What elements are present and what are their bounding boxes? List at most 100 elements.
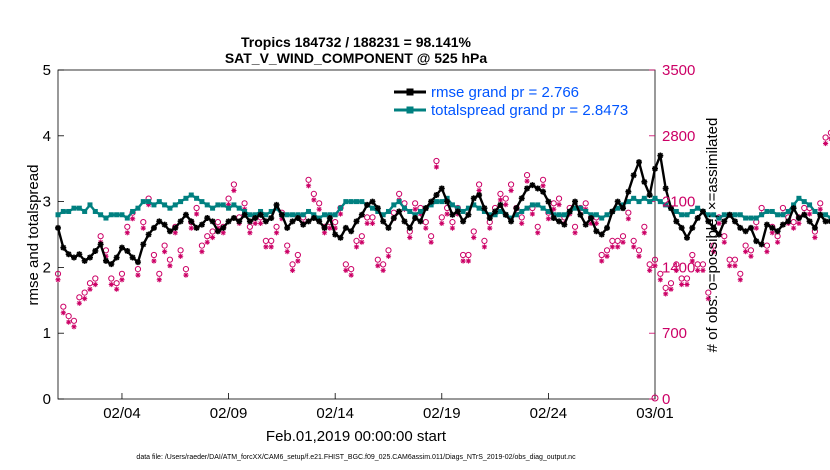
obs-assimilated-point <box>289 267 296 273</box>
rmse-point <box>161 221 168 228</box>
rmse-point <box>657 152 664 159</box>
obs-possible-point <box>289 261 296 268</box>
obs-possible-point <box>353 237 360 244</box>
y-right-tick-label: 700 <box>662 325 687 342</box>
totalspread-series <box>55 192 830 221</box>
y-right-axis-label: # of obs: o=possible; ×=assimilated <box>704 118 721 353</box>
rmse-point <box>476 192 483 199</box>
rmse-point <box>225 218 232 225</box>
rmse-point <box>70 254 77 261</box>
obs-assimilated-point <box>572 230 578 236</box>
obs-assimilated-point <box>385 253 392 259</box>
rmse-point <box>214 228 221 235</box>
rmse-point <box>342 224 349 231</box>
obs-possible-point <box>651 256 659 263</box>
obs-possible-point <box>150 251 158 259</box>
rmse-point <box>721 218 728 225</box>
obs-assimilated-point <box>471 234 477 241</box>
rmse-point <box>321 224 328 231</box>
totalspread-point <box>732 212 738 218</box>
obs-assimilated-point <box>252 220 258 226</box>
totalspread-point <box>338 205 344 211</box>
obs-possible-point <box>822 134 829 141</box>
totalspread-point <box>295 212 301 218</box>
totalspread-point <box>556 212 562 218</box>
obs-assimilated-point <box>172 230 178 236</box>
y-right-tick-labels: 0 700 1400 2100 2800 3500 <box>662 62 695 408</box>
totalspread-point <box>258 208 264 214</box>
totalspread-point <box>823 212 829 218</box>
totalspread-point <box>348 199 354 205</box>
rmse-point <box>76 251 83 258</box>
rmse-point <box>508 218 515 225</box>
obs-assimilated-point <box>433 164 440 170</box>
rmse-point <box>801 211 808 218</box>
rmse-point <box>417 218 424 225</box>
obs-possible-point <box>438 214 445 221</box>
totalspread-point <box>66 208 72 214</box>
rmse-point <box>625 188 632 195</box>
totalspread-point <box>354 199 359 205</box>
obs-possible-point <box>689 251 696 259</box>
totalspread-point <box>146 199 152 205</box>
obs-possible-point <box>646 261 653 268</box>
totalspread-point <box>455 205 461 211</box>
rmse-point <box>310 215 317 222</box>
rmse-point <box>433 192 440 199</box>
totalspread-point <box>599 215 605 221</box>
rmse-point <box>268 215 275 222</box>
rmse-point <box>278 211 285 218</box>
obs-assimilated-point <box>673 267 679 273</box>
rmse-point <box>358 211 365 218</box>
obs-possible-point <box>678 275 685 282</box>
totalspread-point <box>82 208 88 214</box>
obs-assimilated-point <box>503 202 509 208</box>
totalspread-point <box>385 208 391 214</box>
rmse-point <box>566 208 573 215</box>
obs-assimilated-point <box>114 286 120 292</box>
rmse-point <box>678 224 685 231</box>
totalspread-point <box>268 208 274 214</box>
obs-possible-point <box>699 261 707 268</box>
totalspread-point <box>476 205 482 211</box>
obs-possible-point <box>81 289 88 296</box>
totalspread-point <box>156 199 162 205</box>
obs-assimilated-point <box>652 263 658 269</box>
totalspread-point <box>673 208 679 214</box>
obs-assimilated-point <box>188 225 194 231</box>
y-right-tick-label: 2100 <box>662 194 695 211</box>
rmse-point <box>316 218 323 225</box>
totalspread-point <box>300 212 306 218</box>
obs-assimilated-point <box>156 277 162 283</box>
totalspread-point <box>274 205 280 211</box>
obs-possible-point <box>465 251 472 259</box>
obs-possible-point <box>113 280 120 287</box>
rmse-point <box>737 224 744 231</box>
x-tick-labels: 02/04 02/09 02/14 02/19 02/24 03/01 <box>103 405 674 422</box>
totalspread-point <box>199 199 205 205</box>
rmse-point <box>588 215 595 222</box>
obs-assimilated-point <box>748 253 754 259</box>
totalspread-point <box>737 212 743 218</box>
rmse-point <box>273 201 280 208</box>
obs-assimilated-point <box>220 230 226 236</box>
obs-possible-point <box>182 266 190 273</box>
obs-assimilated-point <box>700 267 706 273</box>
obs-possible-point <box>470 228 477 235</box>
rmse-point <box>166 228 173 235</box>
rmse-point <box>731 218 738 225</box>
totalspread-point <box>183 195 189 201</box>
obs-assimilated-point <box>449 225 456 231</box>
rmse-point <box>294 215 301 222</box>
obs-possible-point <box>582 200 589 207</box>
totalspread-point <box>593 212 599 218</box>
obs-assimilated-point <box>769 230 775 236</box>
totalspread-point <box>220 202 226 208</box>
obs-possible-point <box>204 233 211 240</box>
obs-assimilated-point <box>215 225 221 231</box>
totalspread-point <box>242 208 248 214</box>
rmse-point <box>694 215 701 222</box>
totalspread-point <box>167 205 173 211</box>
obs-assimilated-point <box>497 197 504 203</box>
totalspread-point <box>497 208 503 214</box>
